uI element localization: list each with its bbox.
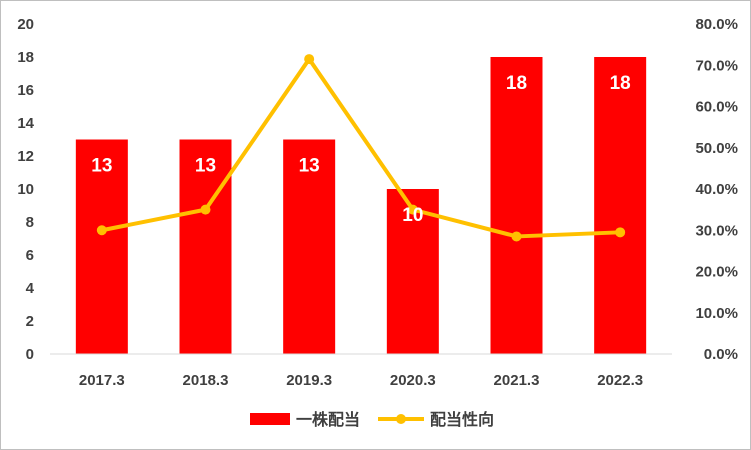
y-left-tick: 10 [17, 181, 34, 198]
y-right-tick: 60.0% [695, 99, 738, 116]
x-tick-2022.3: 2022.3 [597, 372, 643, 389]
bar-2017.3 [75, 139, 128, 354]
payout-ratio-point-2022.3 [615, 227, 626, 238]
legend-swatch-marker [396, 414, 406, 424]
legend: 一株配当 配当性向 [250, 410, 494, 429]
legend-swatch-bar [250, 413, 290, 425]
y-left-tick: 8 [26, 214, 34, 231]
legend-label-bar: 一株配当 [296, 410, 360, 429]
x-tick-2020.3: 2020.3 [390, 372, 436, 389]
x-tick-2021.3: 2021.3 [494, 372, 540, 389]
payout-ratio-point-2019.3 [304, 54, 315, 65]
y-right-tick: 30.0% [695, 222, 738, 239]
bar-2022.3 [594, 57, 647, 354]
payout-ratio-point-2017.3 [96, 225, 107, 236]
y-left-tick: 6 [26, 247, 34, 264]
y-left-tick: 12 [17, 148, 34, 165]
bar-series: 13 13 13 18 18 [75, 57, 647, 354]
bar-label-2021.3: 18 [506, 73, 527, 94]
y-right-tick: 10.0% [695, 305, 738, 322]
bar-label-2018.3: 13 [195, 156, 216, 177]
payout-ratio-line [101, 57, 621, 239]
line-series: 10 [96, 54, 626, 242]
bar-label-2022.3: 18 [610, 73, 631, 94]
bar-label-2017.3: 13 [91, 156, 112, 177]
y-left-tick: 2 [26, 313, 34, 330]
axes: 0 2 4 6 8 10 12 14 16 18 20 0.0% 10.0% 20.0% 30.0% 40.0… [17, 16, 738, 389]
y-left-tick: 14 [17, 115, 34, 132]
y-left-tick: 4 [26, 280, 35, 297]
y-right-tick: 40.0% [695, 181, 738, 198]
y-left-tick: 18 [17, 49, 34, 66]
bar-label-2019.3: 13 [299, 156, 320, 177]
y-right-tick: 20.0% [695, 264, 738, 281]
bar-2020.3 [386, 189, 439, 354]
y-right-tick: 70.0% [695, 57, 738, 74]
payout-ratio-point-2021.3 [511, 231, 522, 242]
legend-label-line: 配当性向 [430, 410, 494, 429]
x-tick-2017.3: 2017.3 [79, 372, 125, 389]
y-right-tick: 0.0% [704, 346, 738, 363]
payout-ratio-point-2018.3 [200, 204, 211, 215]
bar-2021.3 [490, 57, 543, 354]
y-left-tick: 16 [17, 82, 34, 99]
x-tick-2019.3: 2019.3 [286, 372, 332, 389]
x-tick-2018.3: 2018.3 [183, 372, 229, 389]
bar-2018.3 [179, 139, 232, 354]
y-right-tick: 50.0% [695, 140, 738, 157]
bar-label-2020.3: 10 [402, 205, 423, 226]
y-left-tick: 20 [17, 16, 34, 33]
y-right-tick: 80.0% [695, 16, 738, 33]
bar-2019.3 [283, 139, 336, 354]
payout-ratio-point-2020.3 [407, 204, 418, 215]
y-left-tick: 0 [26, 346, 34, 363]
